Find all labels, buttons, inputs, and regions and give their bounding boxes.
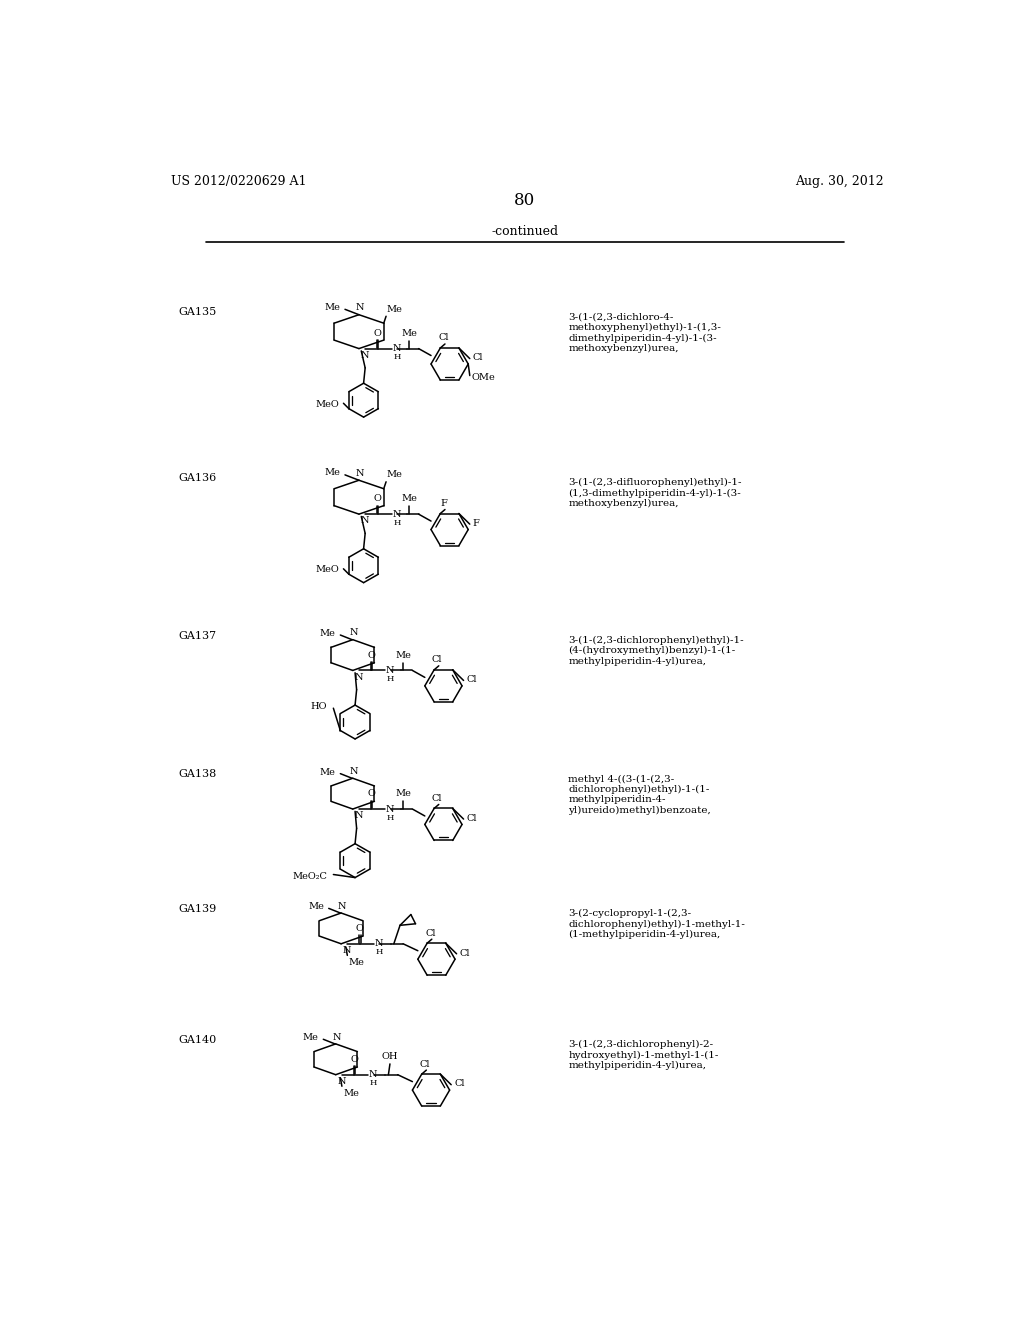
Text: O: O bbox=[368, 651, 375, 660]
Text: Cl: Cl bbox=[432, 793, 442, 803]
Text: Me: Me bbox=[387, 470, 402, 479]
Text: Me: Me bbox=[343, 1089, 359, 1097]
Text: OH: OH bbox=[382, 1052, 398, 1061]
Text: MeO: MeO bbox=[315, 565, 339, 574]
Text: N: N bbox=[354, 673, 362, 681]
Text: Me: Me bbox=[325, 469, 340, 477]
Text: N: N bbox=[349, 767, 357, 776]
Text: Cl: Cl bbox=[460, 949, 470, 957]
Text: H: H bbox=[393, 519, 400, 527]
Text: Cl: Cl bbox=[467, 814, 477, 822]
Text: N: N bbox=[343, 946, 351, 956]
Text: GA138: GA138 bbox=[178, 770, 217, 779]
Text: N: N bbox=[392, 345, 400, 352]
Text: Me: Me bbox=[401, 329, 417, 338]
Text: Me: Me bbox=[319, 630, 336, 638]
Text: GA135: GA135 bbox=[178, 308, 217, 317]
Text: H: H bbox=[387, 813, 394, 821]
Text: Cl: Cl bbox=[432, 655, 442, 664]
Text: N: N bbox=[332, 1032, 341, 1041]
Text: GA136: GA136 bbox=[178, 473, 217, 483]
Text: US 2012/0220629 A1: US 2012/0220629 A1 bbox=[171, 176, 306, 187]
Text: GA140: GA140 bbox=[178, 1035, 217, 1045]
Text: N: N bbox=[386, 667, 394, 675]
Text: F: F bbox=[440, 499, 446, 508]
Text: N: N bbox=[360, 351, 369, 360]
Text: N: N bbox=[354, 812, 362, 820]
Text: MeO: MeO bbox=[315, 400, 339, 408]
Text: MeO₂C: MeO₂C bbox=[292, 871, 328, 880]
Text: Me: Me bbox=[395, 789, 411, 799]
Text: GA137: GA137 bbox=[178, 631, 216, 640]
Text: -continued: -continued bbox=[492, 224, 558, 238]
Text: 3-(1-(2,3-dichlorophenyl)ethyl)-1-
(4-(hydroxymethyl)benzyl)-1-(1-
methylpiperid: 3-(1-(2,3-dichlorophenyl)ethyl)-1- (4-(h… bbox=[568, 636, 743, 667]
Text: H: H bbox=[387, 675, 394, 682]
Text: N: N bbox=[349, 628, 357, 638]
Text: N: N bbox=[360, 516, 369, 525]
Text: N: N bbox=[337, 1077, 346, 1086]
Text: Cl: Cl bbox=[425, 929, 435, 937]
Text: Me: Me bbox=[395, 651, 411, 660]
Text: 80: 80 bbox=[514, 193, 536, 210]
Text: Cl: Cl bbox=[455, 1080, 465, 1089]
Text: Me: Me bbox=[387, 305, 402, 314]
Text: N: N bbox=[355, 469, 364, 478]
Text: H: H bbox=[375, 949, 383, 957]
Text: Cl: Cl bbox=[420, 1060, 430, 1069]
Text: N: N bbox=[338, 902, 346, 911]
Text: Me: Me bbox=[319, 768, 336, 776]
Text: HO: HO bbox=[310, 702, 328, 711]
Text: GA139: GA139 bbox=[178, 904, 217, 915]
Text: O: O bbox=[350, 1055, 358, 1064]
Text: Me: Me bbox=[308, 903, 324, 911]
Text: N: N bbox=[375, 940, 383, 948]
Text: Aug. 30, 2012: Aug. 30, 2012 bbox=[795, 176, 884, 187]
Text: Me: Me bbox=[401, 495, 417, 503]
Text: 3-(1-(2,3-difluorophenyl)ethyl)-1-
(1,3-dimethylpiperidin-4-yl)-1-(3-
methoxyben: 3-(1-(2,3-difluorophenyl)ethyl)-1- (1,3-… bbox=[568, 478, 741, 508]
Text: Me: Me bbox=[325, 302, 340, 312]
Text: OMe: OMe bbox=[471, 374, 495, 383]
Text: 3-(1-(2,3-dichlorophenyl)-2-
hydroxyethyl)-1-methyl-1-(1-
methylpiperidin-4-yl)u: 3-(1-(2,3-dichlorophenyl)-2- hydroxyethy… bbox=[568, 1040, 719, 1071]
Text: Cl: Cl bbox=[467, 676, 477, 684]
Text: O: O bbox=[374, 329, 382, 338]
Text: H: H bbox=[370, 1080, 377, 1088]
Text: H: H bbox=[393, 354, 400, 362]
Text: N: N bbox=[355, 304, 364, 313]
Text: Cl: Cl bbox=[438, 334, 449, 342]
Text: Me: Me bbox=[303, 1034, 318, 1043]
Text: 3-(1-(2,3-dichloro-4-
methoxyphenyl)ethyl)-1-(1,3-
dimethylpiperidin-4-yl)-1-(3-: 3-(1-(2,3-dichloro-4- methoxyphenyl)ethy… bbox=[568, 313, 721, 352]
Text: O: O bbox=[374, 495, 382, 503]
Text: N: N bbox=[392, 510, 400, 519]
Text: methyl 4-((3-(1-(2,3-
dichlorophenyl)ethyl)-1-(1-
methylpiperidin-4-
yl)ureido)m: methyl 4-((3-(1-(2,3- dichlorophenyl)eth… bbox=[568, 775, 711, 814]
Text: 3-(2-cyclopropyl-1-(2,3-
dichlorophenyl)ethyl)-1-methyl-1-
(1-methylpiperidin-4-: 3-(2-cyclopropyl-1-(2,3- dichlorophenyl)… bbox=[568, 909, 745, 940]
Text: N: N bbox=[386, 805, 394, 813]
Text: O: O bbox=[368, 789, 375, 799]
Text: N: N bbox=[369, 1071, 378, 1080]
Text: Cl: Cl bbox=[473, 354, 483, 362]
Text: F: F bbox=[473, 519, 480, 528]
Text: Me: Me bbox=[349, 958, 365, 966]
Text: O: O bbox=[355, 924, 364, 933]
